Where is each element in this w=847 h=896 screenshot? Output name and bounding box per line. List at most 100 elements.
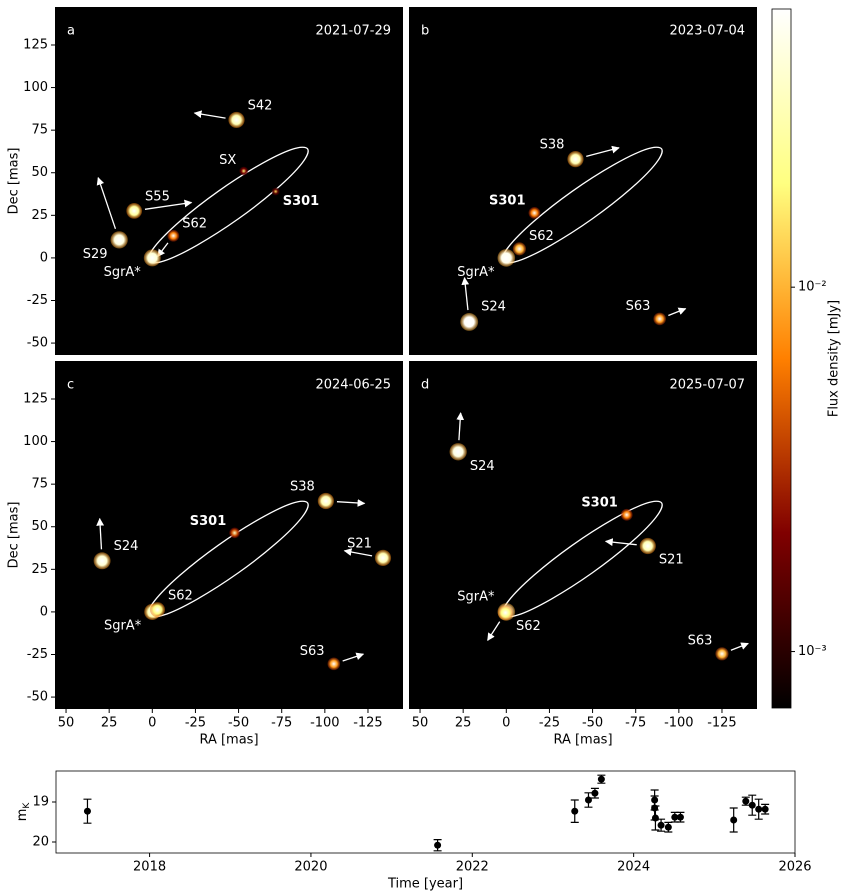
image-background bbox=[409, 361, 757, 709]
data-point bbox=[671, 813, 679, 821]
y-tick-label: -25 bbox=[27, 647, 48, 662]
x-tick-label: 50 bbox=[58, 716, 75, 731]
y-tick-label: 0 bbox=[40, 604, 48, 619]
star-label: SgrA* bbox=[104, 265, 142, 280]
motion-arrow bbox=[343, 548, 373, 557]
x-axis-label: Time [year] bbox=[387, 877, 463, 892]
y-tick-label: 20 bbox=[32, 835, 49, 850]
x-tick-label: 2018 bbox=[133, 860, 166, 875]
star-label: S38 bbox=[540, 138, 565, 153]
x-tick-label: 2026 bbox=[778, 860, 811, 875]
x-tick-label: 50 bbox=[412, 716, 429, 731]
star-label: S63 bbox=[688, 634, 713, 649]
image-background bbox=[55, 361, 403, 709]
data-point bbox=[651, 814, 659, 822]
data-point bbox=[571, 807, 579, 815]
motion-arrow bbox=[193, 110, 226, 119]
y-axis-label: mK bbox=[15, 802, 32, 822]
motion-arrow bbox=[461, 276, 470, 311]
star-label: SX bbox=[219, 153, 236, 168]
y-tick-label: -50 bbox=[27, 336, 48, 351]
panel-label: b bbox=[421, 24, 429, 39]
colorbar-tick-label: 10⁻³ bbox=[798, 644, 827, 659]
star bbox=[512, 242, 527, 256]
x-tick-label: -100 bbox=[310, 716, 340, 731]
star-label: SgrA* bbox=[104, 619, 142, 634]
image-layer bbox=[460, 145, 687, 331]
y-tick-label: 19 bbox=[32, 795, 49, 810]
x-tick-label: 2024 bbox=[617, 860, 650, 875]
data-point bbox=[83, 807, 91, 815]
star-label: S301 bbox=[489, 194, 526, 209]
data-point bbox=[748, 801, 756, 809]
star bbox=[317, 492, 334, 510]
x-tick-label: -50 bbox=[582, 716, 603, 731]
y-axis-label: Dec [mas] bbox=[7, 502, 22, 569]
panel-label: d bbox=[421, 378, 429, 393]
star-label: S301 bbox=[190, 514, 227, 529]
star bbox=[653, 312, 667, 326]
x-tick-label: -25 bbox=[185, 716, 206, 731]
star bbox=[110, 231, 128, 249]
data-point bbox=[657, 821, 665, 829]
motion-arrow bbox=[144, 199, 193, 210]
panel-date: 2021-07-29 bbox=[315, 24, 391, 39]
motion-arrow bbox=[96, 517, 105, 550]
y-tick-label: 100 bbox=[23, 80, 48, 95]
x-tick-label: -100 bbox=[664, 716, 694, 731]
star bbox=[497, 605, 513, 621]
y-tick-label: 100 bbox=[23, 434, 48, 449]
star-label: S63 bbox=[626, 299, 651, 314]
star bbox=[497, 249, 516, 267]
motion-arrow bbox=[456, 412, 465, 441]
x-tick-label: 25 bbox=[101, 716, 118, 731]
x-tick-label: -75 bbox=[271, 716, 292, 731]
motion-arrow bbox=[586, 145, 620, 157]
x-tick-label: 2020 bbox=[294, 860, 327, 875]
star-label: S21 bbox=[347, 536, 372, 551]
data-point bbox=[434, 841, 442, 849]
star bbox=[639, 537, 656, 555]
x-tick-label: 25 bbox=[455, 716, 472, 731]
motion-arrow bbox=[668, 307, 687, 317]
x-tick-label: -50 bbox=[228, 716, 249, 731]
colorbar-tick-label: 10⁻² bbox=[798, 280, 827, 295]
star bbox=[374, 549, 392, 567]
y-axis-label-main: m bbox=[15, 809, 30, 822]
star-label: S62 bbox=[516, 619, 541, 634]
star bbox=[449, 443, 467, 461]
star bbox=[620, 508, 633, 521]
star bbox=[149, 602, 166, 618]
y-tick-label: 25 bbox=[31, 208, 48, 223]
image-layer bbox=[93, 492, 392, 671]
star-label: S29 bbox=[83, 247, 108, 262]
star-label: S42 bbox=[248, 98, 273, 113]
x-tick-label: -25 bbox=[539, 716, 560, 731]
data-point bbox=[730, 816, 738, 824]
panel-label: c bbox=[67, 378, 74, 393]
motion-arrow bbox=[96, 176, 117, 230]
y-tick-label: 125 bbox=[23, 37, 48, 52]
panel-label: a bbox=[67, 24, 75, 39]
star-label: S301 bbox=[283, 194, 320, 209]
x-tick-label: 0 bbox=[502, 716, 510, 731]
motion-arrow bbox=[604, 538, 637, 547]
image-layer bbox=[449, 412, 749, 661]
star-label: S55 bbox=[145, 190, 170, 205]
panel-date: 2023-07-04 bbox=[669, 24, 745, 39]
data-point bbox=[742, 797, 750, 805]
star bbox=[126, 203, 143, 219]
star bbox=[327, 657, 341, 671]
data-point bbox=[591, 789, 599, 797]
panel-date: 2024-06-25 bbox=[315, 378, 391, 393]
data-point bbox=[584, 796, 592, 804]
image-background bbox=[55, 7, 403, 355]
data-point bbox=[761, 805, 769, 813]
image-layer bbox=[96, 110, 309, 267]
star-label: S62 bbox=[529, 229, 554, 244]
star bbox=[167, 229, 180, 242]
star bbox=[715, 647, 729, 661]
y-tick-label: -50 bbox=[27, 690, 48, 705]
motion-arrow bbox=[336, 499, 366, 507]
